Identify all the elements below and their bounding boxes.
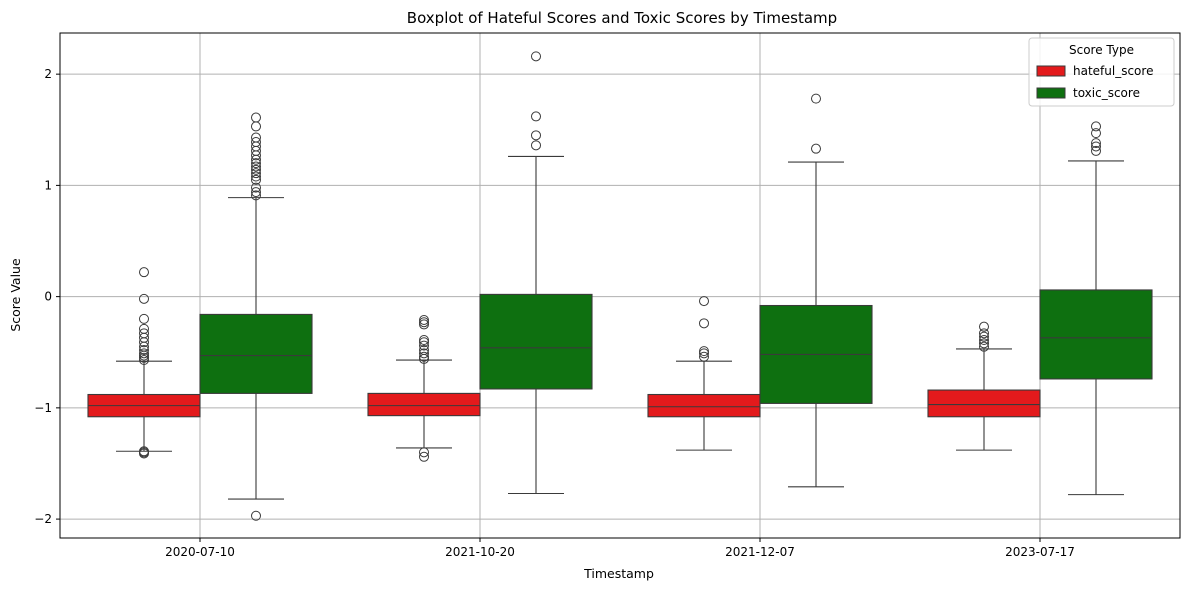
outlier-point: [419, 451, 429, 462]
outlier-point: [1091, 138, 1101, 149]
legend-title: Score Type: [1069, 43, 1134, 57]
outlier-point: [251, 121, 261, 132]
toxic_score-box-2: [759, 93, 873, 488]
outlier-point: [699, 346, 709, 357]
outlier-point: [251, 174, 261, 185]
outlier-point: [139, 448, 149, 459]
outlier-point: [531, 51, 541, 62]
outlier-point: [419, 337, 429, 348]
legend-label-toxic_score: toxic_score: [1073, 86, 1140, 100]
outlier-point: [139, 352, 149, 363]
outlier-point: [139, 293, 149, 304]
outlier-point: [251, 168, 261, 179]
iqr-box: [199, 313, 313, 394]
x-tick-label: 2023-07-17: [1005, 545, 1075, 559]
iqr-box: [367, 392, 481, 417]
outlier-point: [251, 164, 261, 175]
outlier-point: [251, 154, 261, 165]
grid-lines: [60, 33, 1180, 538]
outlier-point: [699, 348, 709, 359]
y-tick-label: 0: [44, 290, 52, 304]
hateful_score-box-3: [927, 321, 1041, 451]
outlier-point: [699, 318, 709, 329]
outlier-point: [419, 340, 429, 351]
outlier-point: [419, 314, 429, 325]
outlier-point: [419, 335, 429, 346]
outlier-point: [251, 190, 261, 201]
outlier-point: [251, 182, 261, 193]
outlier-point: [811, 143, 821, 154]
legend-swatch-toxic_score: [1036, 87, 1066, 99]
outlier-point: [139, 350, 149, 361]
outlier-point: [1091, 145, 1101, 156]
x-tick-label: 2021-10-20: [445, 545, 515, 559]
y-tick-label: 2: [44, 67, 52, 81]
outlier-point: [251, 187, 261, 198]
outlier-point: [1091, 121, 1101, 132]
hateful_score-box-0: [87, 267, 201, 459]
x-tick-label: 2021-12-07: [725, 545, 795, 559]
y-tick-label: 1: [44, 178, 52, 192]
legend-swatch-hateful_score: [1036, 65, 1066, 77]
y-axis-label: Score Value: [8, 258, 23, 332]
outlier-point: [419, 319, 429, 330]
iqr-box: [479, 293, 593, 390]
outlier-point: [1091, 128, 1101, 139]
legend: Score Type hateful_score toxic_score: [1028, 37, 1175, 107]
x-axis-label: Timestamp: [583, 566, 654, 581]
outlier-point: [979, 331, 989, 342]
outlier-point: [531, 130, 541, 141]
chart-title: Boxplot of Hateful Scores and Toxic Scor…: [407, 9, 837, 27]
hateful_score-box-2: [647, 296, 761, 451]
toxic_score-box-3: [1039, 121, 1153, 496]
legend-label-hateful_score: hateful_score: [1073, 64, 1153, 78]
y-tick-label: −2: [34, 512, 52, 526]
outlier-point: [419, 353, 429, 364]
outlier-point: [811, 93, 821, 104]
outlier-point: [251, 510, 261, 521]
axis-ticks: −2 −1 0 1 2 2020-07-10 2021-10-20 2021-12-07 202…: [34, 67, 1075, 559]
outlier-point: [251, 150, 261, 161]
iqr-box: [927, 389, 1041, 418]
outlier-point: [979, 321, 989, 332]
iqr-box: [647, 393, 761, 418]
outlier-point: [139, 267, 149, 278]
outlier-point: [139, 345, 149, 356]
outlier-point: [699, 296, 709, 307]
x-tick-label: 2020-07-10: [165, 545, 235, 559]
outlier-point: [979, 341, 989, 352]
outlier-point: [1091, 141, 1101, 152]
outlier-point: [139, 348, 149, 359]
outlier-point: [419, 317, 429, 328]
outlier-point: [139, 337, 149, 348]
outlier-point: [251, 161, 261, 172]
outlier-point: [419, 348, 429, 359]
y-tick-label: −1: [34, 401, 52, 415]
outlier-point: [979, 335, 989, 346]
outlier-point: [699, 351, 709, 362]
outlier-point: [251, 171, 261, 182]
outlier-point: [979, 328, 989, 339]
hateful_score-box-1: [367, 314, 481, 462]
outlier-point: [531, 140, 541, 151]
outlier-point: [251, 112, 261, 123]
toxic_score-box-0: [199, 112, 313, 521]
toxic_score-box-1: [479, 51, 593, 495]
outlier-point: [251, 158, 261, 169]
box-groups: [87, 51, 1153, 521]
outlier-point: [139, 355, 149, 366]
outlier-point: [419, 447, 429, 458]
outlier-point: [979, 338, 989, 349]
iqr-box: [1039, 289, 1153, 380]
outlier-point: [531, 111, 541, 122]
outlier-point: [419, 351, 429, 362]
outlier-point: [139, 313, 149, 324]
plot-frame: [59, 32, 1181, 539]
